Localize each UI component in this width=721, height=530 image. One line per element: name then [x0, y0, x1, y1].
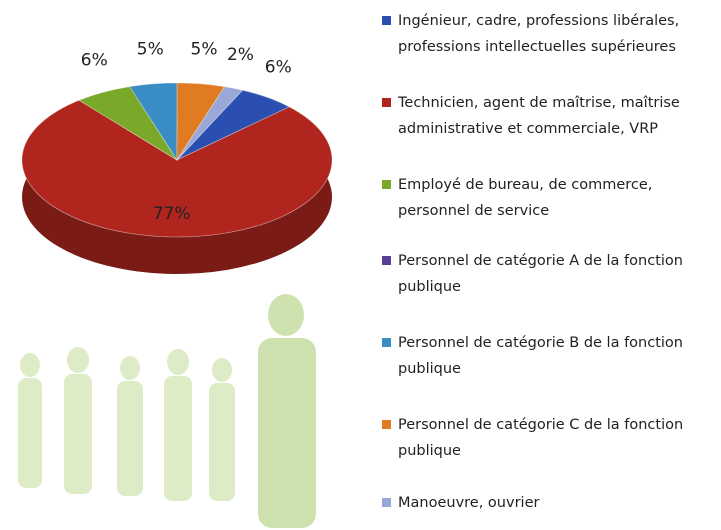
legend-label: Employé de bureau, de commerce, personne…	[398, 177, 652, 219]
legend-item: Personnel de catégorie B de la fonction …	[380, 330, 715, 382]
data-label: 5%	[191, 39, 218, 59]
legend-item: Technicien, agent de maîtrise, maîtrise …	[380, 90, 715, 142]
legend-swatch	[382, 16, 391, 25]
legend-label: Personnel de catégorie C de la fonction …	[398, 417, 683, 459]
data-label: 6%	[265, 58, 292, 78]
legend-item: Employé de bureau, de commerce, personne…	[380, 172, 715, 224]
legend-item: Personnel de catégorie C de la fonction …	[380, 412, 715, 464]
legend-label: Ingénieur, cadre, professions libérales,…	[398, 13, 679, 55]
legend-label: Personnel de catégorie B de la fonction …	[398, 335, 683, 377]
legend-label: Technicien, agent de maîtrise, maîtrise …	[398, 95, 680, 137]
legend-label: Manoeuvre, ouvrier	[398, 495, 539, 511]
legend-item: Ingénieur, cadre, professions libérales,…	[380, 8, 715, 60]
legend-swatch	[382, 420, 391, 429]
data-label: 6%	[81, 51, 108, 71]
data-label: 2%	[227, 45, 254, 65]
legend-item: Personnel de catégorie A de la fonction …	[380, 248, 715, 300]
page: 6% 77% 6% 5% 5% 2% Ingénieur, cadre, professi…	[0, 0, 721, 530]
legend-swatch	[382, 98, 391, 107]
legend-label: Personnel de catégorie A de la fonction …	[398, 253, 683, 295]
legend-item: Manoeuvre, ouvrier	[380, 490, 715, 516]
legend-swatch	[382, 338, 391, 347]
legend-swatch	[382, 498, 391, 507]
legend-swatch	[382, 256, 391, 265]
data-label: 5%	[137, 39, 164, 59]
pie: 6% 77% 6% 5% 5% 2%	[22, 39, 332, 274]
legend-swatch	[382, 180, 391, 189]
data-label: 77%	[153, 204, 191, 224]
background-figures	[18, 294, 316, 528]
